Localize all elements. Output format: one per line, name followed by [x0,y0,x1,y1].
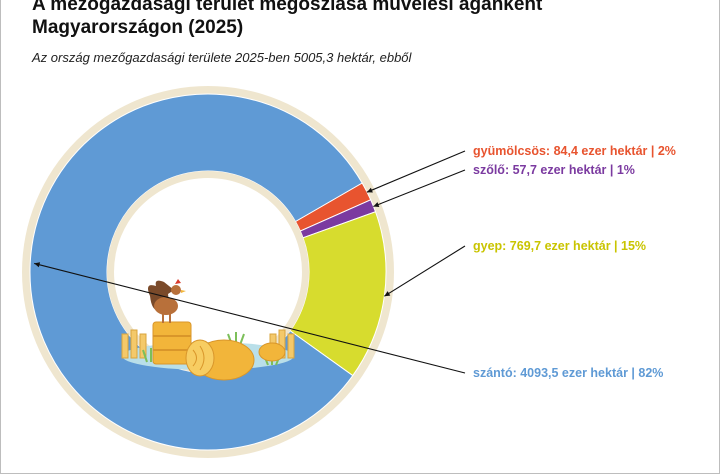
title-line-2: Magyarországon (2025) [32,17,244,38]
title-line-1: A mezőgazdasági terület megoszlása művel… [32,0,543,15]
round-hay-bale [185,339,255,381]
slice-labels: gyümölcsös: 84,4 ezer hektár | 2% szőlő: … [34,144,676,380]
donut-hole [114,178,302,366]
label-szántó: szántó: 4093,5 ezer hektár | 82% [473,366,663,380]
chart-subtitle: Az ország mezőgazdasági területe 2025-be… [32,50,412,65]
hay-bale-stack [152,321,192,365]
leader-line-szántó [34,262,466,374]
small-hay-bale [258,342,286,362]
arrowhead-gyümölcsös [366,187,373,193]
label-gyep: gyep: 769,7 ezer hektár | 15% [473,239,646,253]
farm-illustration [121,279,295,381]
arrowhead-szántó [34,262,41,268]
arrowhead-szőlő [373,202,380,207]
arrowhead-gyep [384,291,391,297]
chart-title: A mezőgazdasági terület megoszlása művel… [32,0,672,39]
label-gyümölcsös: gyümölcsös: 84,4 ezer hektár | 2% [473,144,676,158]
leader-line-gyep [384,245,466,297]
leader-line-gyümölcsös [366,150,466,193]
label-szőlő: szőlő: 57,7 ezer hektár | 1% [473,163,635,177]
leader-line-szőlő [373,169,466,207]
